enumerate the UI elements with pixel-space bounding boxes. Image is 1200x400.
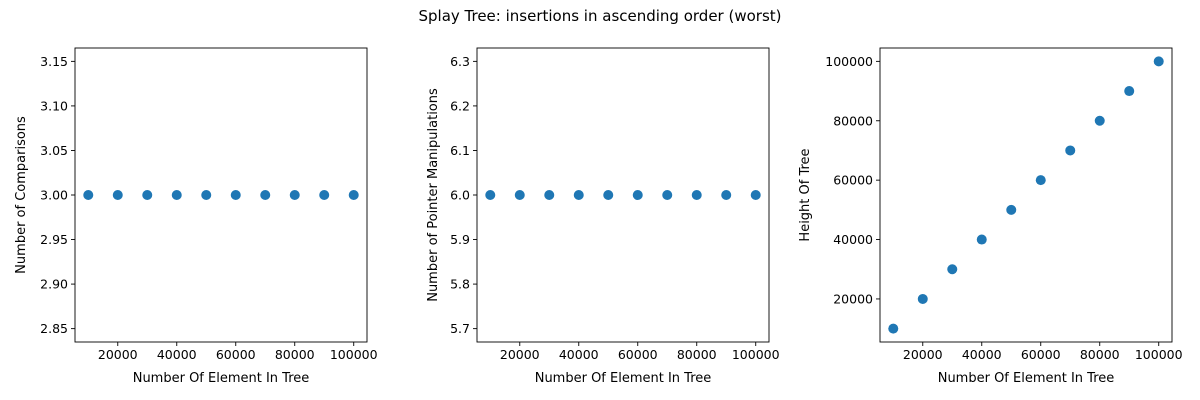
- x-tick-label: 80000: [275, 347, 315, 362]
- data-point: [1035, 175, 1046, 186]
- y-tick-label: 2.95: [40, 232, 68, 247]
- data-point: [201, 190, 212, 200]
- figure-title: Splay Tree: insertions in ascending orde…: [418, 7, 782, 25]
- data-point: [544, 190, 555, 200]
- x-tick-label: 40000: [559, 347, 599, 362]
- y-tick-label: 5.8: [450, 277, 470, 292]
- y-tick-label: 5.9: [450, 232, 470, 247]
- y-tick-label: 40000: [833, 232, 873, 247]
- data-point: [83, 190, 94, 200]
- data-point: [632, 190, 643, 200]
- data-point: [514, 190, 525, 200]
- y-tick-label: 60000: [833, 173, 873, 188]
- y-tick-label: 100000: [825, 54, 873, 69]
- x-tick-label: 100000: [732, 347, 780, 362]
- y-axis-label: Height Of Tree: [798, 148, 813, 241]
- x-tick-label: 100000: [330, 347, 378, 362]
- data-point: [348, 190, 359, 200]
- x-axis-label: Number Of Element In Tree: [133, 371, 310, 386]
- x-axis-label: Number Of Element In Tree: [938, 371, 1115, 386]
- x-tick-label: 60000: [216, 347, 256, 362]
- y-tick-label: 6.3: [450, 54, 470, 69]
- data-point: [888, 323, 899, 334]
- x-axis-label: Number Of Element In Tree: [535, 371, 712, 386]
- subplot-tree-height: 20000 40000 60000 80000 100000 20000 40000 6000…: [798, 47, 1183, 386]
- x-tick-label: 80000: [1080, 347, 1120, 362]
- data-point: [691, 190, 702, 200]
- data-point: [721, 190, 732, 200]
- data-point: [171, 190, 182, 200]
- axes-frame: [879, 47, 1173, 343]
- y-tick-label: 2.85: [40, 321, 68, 336]
- x-tick-label: 20000: [98, 347, 138, 362]
- y-tick-label: 3.15: [40, 54, 68, 69]
- data-point: [1124, 86, 1135, 97]
- data-point: [319, 190, 330, 200]
- y-axis-label: Number of Comparisons: [14, 116, 29, 274]
- data-point: [976, 234, 987, 245]
- data-point: [917, 293, 928, 304]
- data-point: [947, 264, 958, 275]
- data-point: [230, 190, 241, 200]
- data-point: [142, 190, 153, 200]
- data-point: [603, 190, 614, 200]
- y-tick-label: 3.00: [40, 188, 68, 203]
- y-tick-label: 6.0: [450, 188, 470, 203]
- y-tick-label: 3.10: [40, 98, 68, 113]
- data-point: [1094, 115, 1105, 126]
- y-tick-label: 5.7: [450, 321, 470, 336]
- data-point: [112, 190, 123, 200]
- y-tick-label: 6.2: [450, 98, 470, 113]
- data-point: [485, 190, 496, 200]
- x-tick-label: 20000: [903, 347, 943, 362]
- data-point: [750, 190, 761, 200]
- x-tick-label: 60000: [1021, 347, 1061, 362]
- data-point: [1153, 56, 1164, 67]
- data-point: [1006, 204, 1017, 215]
- data-point: [662, 190, 673, 200]
- x-tick-label: 60000: [618, 347, 658, 362]
- y-axis-label: Number of Pointer Manipulations: [426, 88, 441, 302]
- x-tick-label: 80000: [677, 347, 717, 362]
- x-tick-label: 40000: [962, 347, 1002, 362]
- x-tick-label: 40000: [157, 347, 197, 362]
- x-tick-label: 100000: [1135, 347, 1183, 362]
- y-tick-label: 20000: [833, 291, 873, 306]
- subplot-pointer-manipulations: 20000 40000 60000 80000 100000 5.7 5.8 5.9 6.0 6.…: [426, 47, 780, 386]
- y-tick-label: 80000: [833, 113, 873, 128]
- y-tick-label: 6.1: [450, 143, 470, 158]
- data-point: [1065, 145, 1076, 156]
- y-tick-label: 2.90: [40, 277, 68, 292]
- subplot-comparisons: 20000 40000 60000 80000 100000 2.85 2.90 2.95 3.…: [14, 47, 378, 386]
- data-point: [260, 190, 271, 200]
- x-tick-label: 20000: [500, 347, 540, 362]
- y-tick-label: 3.05: [40, 143, 68, 158]
- data-point: [289, 190, 300, 200]
- data-point: [573, 190, 584, 200]
